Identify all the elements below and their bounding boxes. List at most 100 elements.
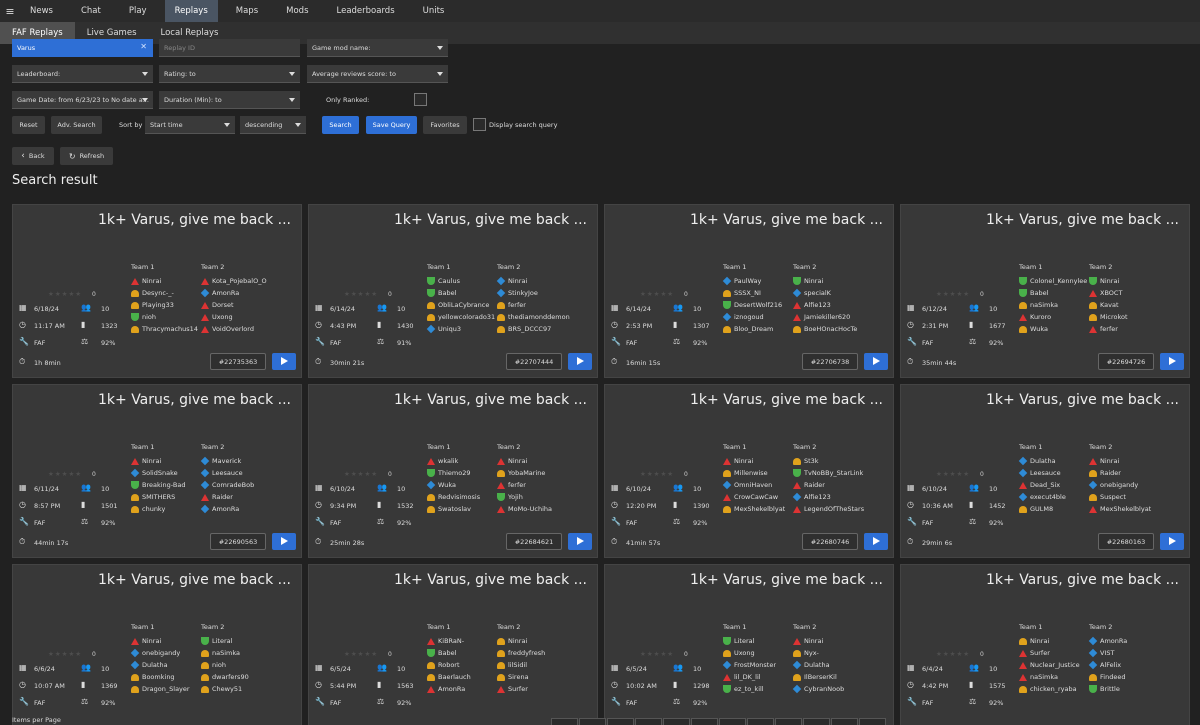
replay-card[interactable]: 1k+ Varus, give me back ... ★★★★★ 0 Team… — [308, 384, 598, 558]
player-entry[interactable]: Ninrai — [793, 635, 844, 647]
adv-search-button[interactable]: Adv. Search — [51, 116, 102, 134]
player-entry[interactable]: Ninrai — [497, 455, 552, 467]
tab-chat[interactable]: Chat — [80, 6, 101, 16]
player-entry[interactable]: iznogoud — [722, 311, 782, 323]
player-entry[interactable]: Thiemo29 — [427, 467, 480, 479]
player-entry[interactable]: execut4ble — [1018, 491, 1066, 503]
replay-card[interactable]: 1k+ Varus, give me back ... ★★★★★ 0 Team… — [604, 204, 894, 378]
player-entry[interactable]: SolidSnake — [130, 467, 185, 479]
player-entry[interactable]: Ninrai — [793, 275, 857, 287]
player-entry[interactable]: ComradeBob — [200, 479, 254, 491]
player-entry[interactable]: Raider — [1089, 467, 1151, 479]
player-entry[interactable]: yellowcolorado31 — [427, 311, 495, 323]
replay-card[interactable]: 1k+ Varus, give me back ... ★★★★★ 0 Team… — [12, 204, 302, 378]
replay-card[interactable]: 1k+ Varus, give me back ... ★★★★★ 0 Team… — [900, 384, 1190, 558]
player-entry[interactable]: CrowCawCaw — [723, 491, 785, 503]
player-entry[interactable]: Kuroro — [1019, 311, 1087, 323]
player-entry[interactable]: FrostMonster — [722, 659, 776, 671]
subtab-faf-replays[interactable]: FAF Replays — [0, 22, 75, 44]
player-entry[interactable]: Robort — [427, 659, 471, 671]
page-button[interactable] — [859, 718, 886, 725]
player-entry[interactable]: Uxong — [201, 311, 267, 323]
player-entry[interactable]: Breaking-Bad — [131, 479, 185, 491]
player-entry[interactable]: Kota_PojebalO_O — [201, 275, 267, 287]
player-entry[interactable]: Desync-_- — [131, 287, 198, 299]
tab-leaderboards[interactable]: Leaderboards — [336, 6, 395, 16]
replay-id[interactable]: #22735363 — [210, 353, 266, 370]
player-entry[interactable]: VoidOverlord — [201, 323, 267, 335]
player-entry[interactable]: Babel — [1019, 287, 1087, 299]
player-entry[interactable]: Jamiekiller620 — [793, 311, 857, 323]
clear-icon[interactable]: ✕ — [140, 42, 147, 51]
player-entry[interactable]: Kavat — [1089, 299, 1128, 311]
player-entry[interactable]: lilSidil — [497, 659, 545, 671]
player-entry[interactable]: CybranNoob — [792, 683, 844, 695]
replay-card[interactable]: 1k+ Varus, give me back ... ★★★★★ 0 Team… — [12, 384, 302, 558]
play-replay-button[interactable] — [864, 353, 888, 370]
play-replay-button[interactable] — [864, 533, 888, 550]
player-entry[interactable]: Ninrai — [131, 635, 190, 647]
player-entry[interactable]: Nyx- — [793, 647, 844, 659]
player-entry[interactable]: Dragon_Slayer — [131, 683, 190, 695]
player-entry[interactable]: Maverick — [200, 455, 254, 467]
page-button[interactable] — [831, 718, 858, 725]
subtab-live-games[interactable]: Live Games — [86, 28, 137, 38]
replay-card[interactable]: 1k+ Varus, give me back ... ★★★★★ 0 Team… — [604, 564, 894, 725]
player-entry[interactable]: Sirena — [497, 671, 545, 683]
replay-id-input[interactable]: Replay ID — [159, 39, 300, 57]
player-entry[interactable]: ObliLaCybrance — [427, 299, 495, 311]
player-entry[interactable]: ferfer — [497, 479, 552, 491]
save-query-button[interactable]: Save Query — [366, 116, 417, 134]
player-entry[interactable]: Leesauce — [200, 467, 254, 479]
search-button[interactable]: Search — [322, 116, 359, 134]
display-query-checkbox[interactable] — [473, 118, 486, 131]
player-entry[interactable]: BoeHOnacHocTe — [793, 323, 857, 335]
play-replay-button[interactable] — [272, 353, 296, 370]
player-entry[interactable]: dwarfers90 — [201, 671, 249, 683]
tab-mods[interactable]: Mods — [286, 6, 309, 16]
player-entry[interactable]: Ninrai — [496, 275, 570, 287]
reset-button[interactable]: Reset — [12, 116, 45, 134]
rating-range-select[interactable]: Rating: to — [159, 65, 300, 83]
subtab-local-replays[interactable]: Local Replays — [160, 28, 219, 38]
replay-card[interactable]: 1k+ Varus, give me back ... ★★★★★ 0 Team… — [308, 204, 598, 378]
replay-card[interactable]: 1k+ Varus, give me back ... ★★★★★ 0 Team… — [900, 564, 1190, 725]
sort-order-select[interactable]: descending — [240, 116, 306, 134]
only-ranked-checkbox[interactable] — [414, 93, 427, 106]
player-entry[interactable]: VIST — [1088, 647, 1127, 659]
player-entry[interactable]: naSimka — [1019, 671, 1080, 683]
player-entry[interactable]: Microkot — [1089, 311, 1128, 323]
player-entry[interactable]: Nuclear_Justice — [1019, 659, 1080, 671]
play-replay-button[interactable] — [568, 533, 592, 550]
duration-select[interactable]: Duration (Min): to — [159, 91, 300, 109]
player-entry[interactable]: GULM8 — [1019, 503, 1066, 515]
player-entry[interactable]: AmonRa — [1088, 635, 1127, 647]
player-entry[interactable]: BRS_DCCC97 — [497, 323, 570, 335]
player-entry[interactable]: Dorset — [201, 299, 267, 311]
tab-news[interactable]: News — [30, 6, 53, 16]
back-button[interactable]: ‹ Back — [12, 147, 54, 165]
player-entry[interactable]: Literal — [201, 635, 249, 647]
player-entry[interactable]: ez_to_kill — [723, 683, 776, 695]
page-button[interactable] — [747, 718, 774, 725]
player-entry[interactable]: nioh — [201, 659, 249, 671]
player-entry[interactable]: Wuka — [426, 479, 480, 491]
player-entry[interactable]: Ninrai — [131, 275, 198, 287]
replay-card[interactable]: 1k+ Varus, give me back ... ★★★★★ 0 Team… — [604, 384, 894, 558]
page-button[interactable] — [607, 718, 634, 725]
play-replay-button[interactable] — [568, 353, 592, 370]
player-entry[interactable]: Dulatha — [792, 659, 844, 671]
replay-card[interactable]: 1k+ Varus, give me back ... ★★★★★ 0 Team… — [900, 204, 1190, 378]
tab-maps[interactable]: Maps — [235, 6, 259, 16]
player-entry[interactable]: MoMo-Uchiha — [497, 503, 552, 515]
play-replay-button[interactable] — [272, 533, 296, 550]
player-entry[interactable]: StinkyJoe — [496, 287, 570, 299]
game-date-select[interactable]: Game Date: from 6/23/23 to No date a... — [12, 91, 153, 109]
player-entry[interactable]: Literal — [723, 635, 776, 647]
player-entry[interactable]: Chewy51 — [201, 683, 249, 695]
player-entry[interactable]: Brittle — [1089, 683, 1127, 695]
player-entry[interactable]: XBOCT — [1089, 287, 1128, 299]
player-entry[interactable]: MexShekelblyat — [1089, 503, 1151, 515]
player-entry[interactable]: Raider — [201, 491, 254, 503]
player-entry[interactable]: OmniHaven — [722, 479, 785, 491]
